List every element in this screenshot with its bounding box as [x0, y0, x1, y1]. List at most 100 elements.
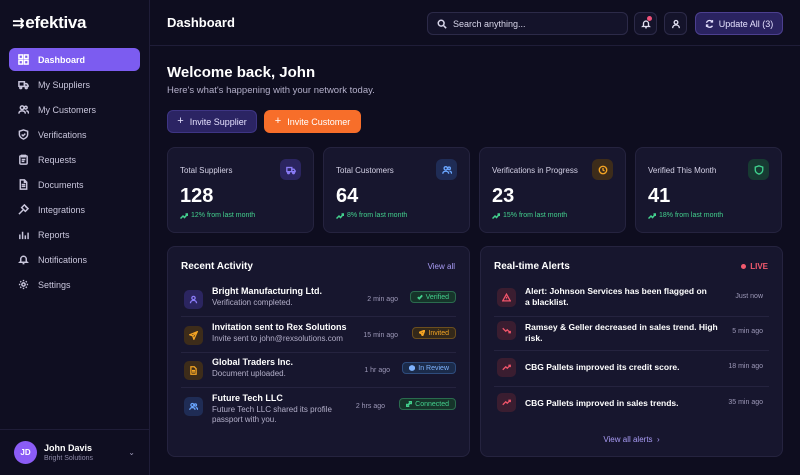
invite-supplier-button[interactable]: + Invite Supplier [167, 110, 257, 133]
sidebar-item-integrations[interactable]: Integrations [9, 198, 140, 221]
activity-title: Future Tech LLC [212, 393, 283, 403]
live-dot [741, 264, 747, 269]
stat-trend-text: 8% from last month [347, 212, 408, 219]
search-icon [437, 19, 447, 29]
stat-trend-text: 15% from last month [503, 212, 568, 219]
welcome-subtitle: Here's what's happening with your networ… [167, 85, 375, 96]
panel-title: Recent Activity [181, 261, 253, 272]
sidebar-item-reports[interactable]: Reports [9, 223, 140, 246]
activity-row[interactable]: Future Tech LLC Future Tech LLC shared i… [181, 391, 456, 429]
sidebar-item-label: Requests [38, 154, 77, 165]
main-content: Dashboard Update All (3) Welcome back, J… [150, 0, 800, 475]
users-icon [17, 104, 29, 116]
user-name: John Davis [44, 443, 93, 453]
shield-icon [748, 159, 769, 180]
notifications-button[interactable] [634, 12, 657, 35]
activity-row[interactable]: Global Traders Inc. Document uploaded. 1… [181, 355, 456, 388]
stat-label: Verifications in Progress [492, 166, 578, 175]
plug-icon [17, 204, 29, 216]
link-icon [406, 401, 413, 407]
search-input[interactable] [453, 18, 623, 29]
status-badge-label: Verified [425, 293, 449, 301]
clipboard-icon [17, 154, 29, 166]
stat-card-total-customers[interactable]: Total Customers 64 8% from last month [323, 147, 470, 233]
alert-row[interactable]: Alert: Johnson Services has been flagged… [494, 284, 769, 314]
sidebar-item-dashboard[interactable]: Dashboard [9, 48, 140, 71]
invite-customer-label: Invite Customer [287, 116, 351, 127]
stat-card-verifications-in-progress[interactable]: Verifications in Progress 23 15% from la… [479, 147, 626, 233]
sidebar-item-documents[interactable]: Documents [9, 173, 140, 196]
recent-activity-panel: Recent Activity View all Bright Manufact… [167, 246, 470, 457]
stat-value: 23 [492, 185, 515, 207]
truck-icon [17, 79, 29, 91]
real-time-alerts-panel: Real-time Alerts LIVE Alert: Johnson Ser… [480, 246, 783, 457]
stat-card-verified-this-month[interactable]: Verified This Month 41 18% from last mon… [635, 147, 782, 233]
sidebar-item-my-customers[interactable]: My Customers [9, 98, 140, 121]
stat-value: 128 [180, 185, 214, 207]
check-icon [416, 294, 423, 300]
alert-time: 5 min ago [732, 328, 763, 335]
sidebar-item-settings[interactable]: Settings [9, 273, 140, 296]
clock-icon [592, 159, 613, 180]
status-badge: Connected [399, 398, 456, 410]
logo-mark-icon: ⇉ [12, 15, 25, 32]
view-all-alerts-link[interactable]: View all alerts › [481, 435, 782, 444]
sidebar-item-verifications[interactable]: Verifications [9, 123, 140, 146]
sidebar-item-label: My Suppliers [38, 79, 91, 90]
bell-icon [17, 254, 29, 266]
activity-title: Global Traders Inc. [212, 357, 294, 367]
sidebar-item-my-suppliers[interactable]: My Suppliers [9, 73, 140, 96]
chevron-right-icon: › [654, 435, 660, 444]
view-all-alerts-label: View all alerts [603, 435, 653, 444]
brand-name: efektiva [25, 13, 87, 32]
page-title: Dashboard [167, 15, 235, 30]
alert-text: CBG Pallets improved its credit score. [525, 362, 680, 372]
sidebar-item-label: Dashboard [38, 54, 86, 65]
trend-up-icon [492, 212, 500, 219]
sidebar-item-label: Reports [38, 229, 70, 240]
update-all-button[interactable]: Update All (3) [695, 12, 783, 35]
trend-up-icon [336, 212, 344, 219]
invite-supplier-label: Invite Supplier [189, 116, 247, 127]
alert-row[interactable]: Ramsey & Geller decreased in sales trend… [494, 316, 769, 346]
users-icon [184, 397, 203, 416]
activity-time: 15 min ago [363, 332, 398, 339]
welcome-title: Welcome back, John [167, 64, 316, 81]
chevron-down-icon[interactable]: ⌄ [128, 448, 135, 457]
trend-up-icon [497, 393, 516, 412]
users-icon [436, 159, 457, 180]
activity-row[interactable]: Bright Manufacturing Ltd. Verification c… [181, 284, 456, 317]
send-icon [184, 326, 203, 345]
search-box[interactable] [427, 12, 628, 35]
divider [181, 316, 456, 317]
truck-icon [280, 159, 301, 180]
trend-up-icon [497, 358, 516, 377]
stat-trend: 18% from last month [648, 212, 723, 219]
trend-up-icon [180, 212, 188, 219]
eye-icon [409, 365, 416, 371]
bar-chart-icon [17, 229, 29, 241]
invite-customer-button[interactable]: + Invite Customer [264, 110, 361, 133]
sidebar-item-notifications[interactable]: Notifications [9, 248, 140, 271]
live-label: LIVE [750, 262, 768, 271]
alert-time: Just now [735, 293, 763, 300]
activity-title: Invitation sent to Rex Solutions [212, 322, 347, 332]
activity-row[interactable]: Invitation sent to Rex Solutions Invite … [181, 320, 456, 353]
stat-value: 64 [336, 185, 359, 207]
plus-icon: + [177, 115, 184, 127]
notification-dot [647, 16, 652, 21]
brand-logo[interactable]: ⇉ efektiva [0, 0, 149, 46]
sidebar-item-requests[interactable]: Requests [9, 148, 140, 171]
alert-row[interactable]: CBG Pallets improved its credit score. 1… [494, 353, 769, 383]
plus-icon: + [274, 115, 282, 127]
profile-button[interactable] [664, 12, 687, 35]
trend-up-icon [648, 212, 656, 219]
document-icon [17, 179, 29, 191]
alert-text: CBG Pallets improved in sales trends. [525, 398, 679, 408]
view-all-activity-link[interactable]: View all [427, 262, 455, 271]
stat-label: Total Customers [336, 166, 394, 175]
stat-label: Total Suppliers [180, 166, 233, 175]
user-profile-card[interactable]: JD John Davis Bright Solutions ⌄ [0, 429, 149, 475]
alert-row[interactable]: CBG Pallets improved in sales trends. 35… [494, 389, 769, 419]
stat-card-total-suppliers[interactable]: Total Suppliers 128 12% from last month [167, 147, 314, 233]
